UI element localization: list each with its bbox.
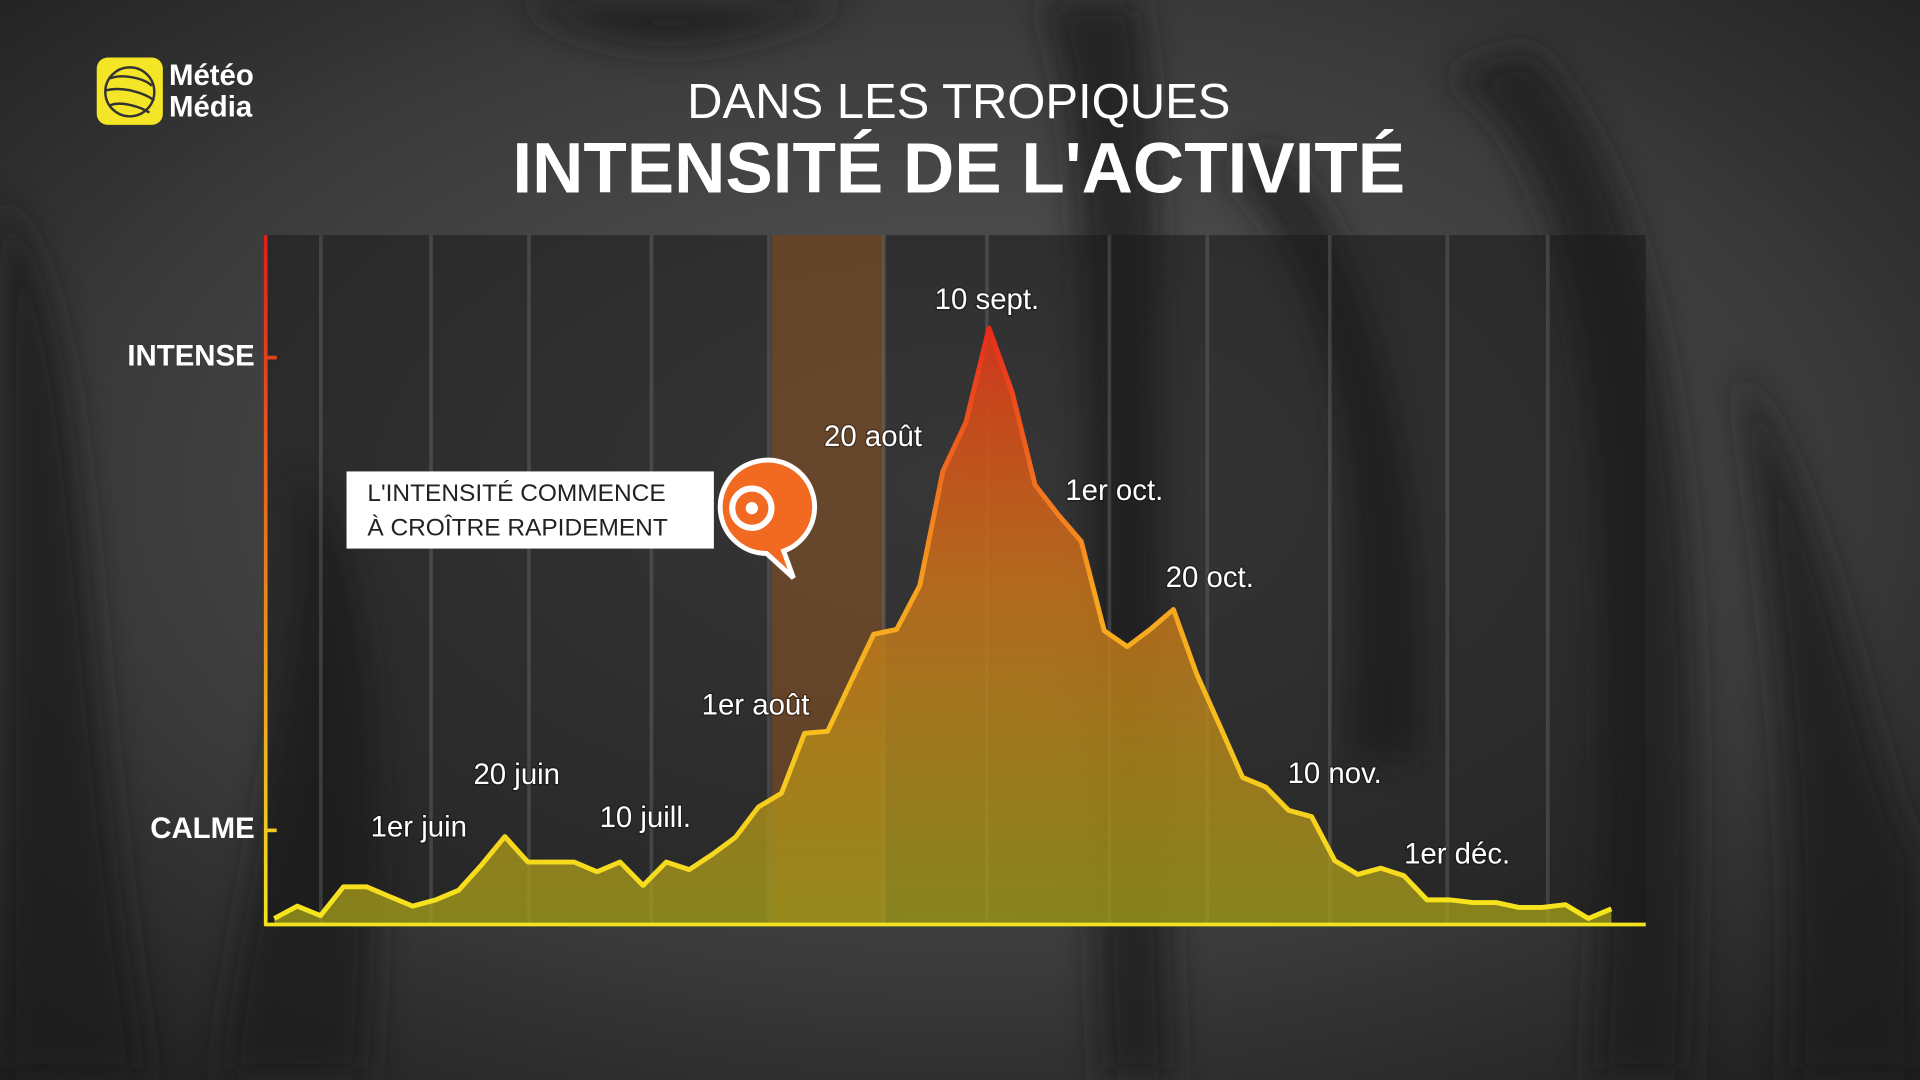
chart-title: INTENSITÉ DE L'ACTIVITÉ — [512, 130, 1405, 209]
date-annotation: 1er oct. — [1065, 474, 1163, 507]
logo-text: Météo — [169, 59, 254, 92]
chart-subtitle: DANS LES TROPIQUES — [687, 75, 1230, 129]
date-annotation: 1er juin — [371, 811, 467, 844]
y-tick-label: CALME — [150, 812, 254, 845]
date-annotation: 20 août — [824, 420, 922, 453]
date-annotation: 10 nov. — [1288, 757, 1382, 790]
callout-box — [346, 471, 714, 549]
logo-text: Média — [169, 91, 253, 124]
date-annotation: 1er août — [702, 688, 810, 721]
area-fill — [274, 328, 1612, 924]
y-tick-label: INTENSE — [127, 339, 254, 372]
callout-text: L'INTENSITÉ COMMENCE — [367, 480, 665, 507]
plot-area — [273, 325, 1613, 924]
date-annotation: 20 oct. — [1166, 561, 1254, 594]
line — [273, 325, 1613, 921]
logo-globe — [104, 66, 156, 118]
callout-text: À CROÎTRE RAPIDEMENT — [367, 514, 668, 541]
date-annotation: 1er déc. — [1404, 838, 1510, 871]
date-annotation: 20 juin — [473, 758, 560, 791]
date-annotation: 10 juill. — [600, 801, 691, 834]
hurricane-eye — [745, 502, 758, 515]
date-annotation: 10 sept. — [935, 283, 1040, 316]
hurricane-icon — [729, 485, 775, 531]
callout: L'INTENSITÉ COMMENCE À CROÎTRE RAPIDEMEN… — [346, 457, 818, 580]
logo: Météo Média — [96, 57, 254, 125]
